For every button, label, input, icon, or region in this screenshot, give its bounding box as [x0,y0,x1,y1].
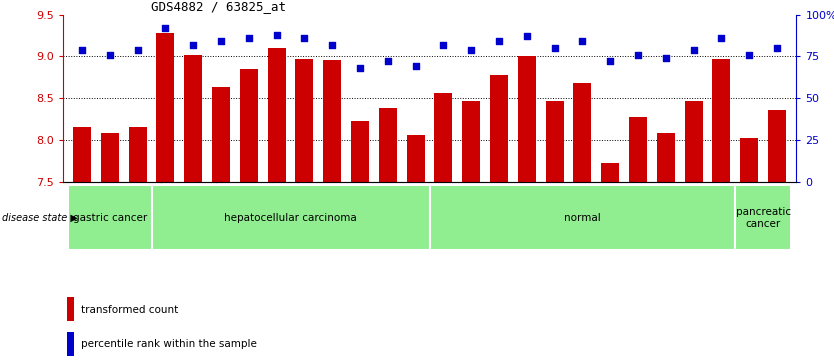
Text: GSM1200299: GSM1200299 [295,182,304,235]
Bar [741,138,758,182]
Point [771,45,784,51]
Point [409,64,422,69]
Text: GSM1200307: GSM1200307 [518,182,527,235]
Bar [685,101,702,182]
Text: GDS4882 / 63825_at: GDS4882 / 63825_at [151,0,285,13]
Text: GSM1200312: GSM1200312 [657,182,666,235]
Bar [67,332,74,356]
Text: GSM1200295: GSM1200295 [184,182,193,235]
Bar [324,61,341,182]
Text: GSM1200315: GSM1200315 [741,182,749,235]
Text: GSM1200298: GSM1200298 [268,182,277,235]
Point [575,38,589,44]
Point [742,52,756,57]
Bar [128,127,147,182]
Point [103,52,117,57]
Point [381,58,394,64]
Text: pancreatic
cancer: pancreatic cancer [736,207,791,229]
Point [214,38,228,44]
Bar [490,75,508,182]
Text: percentile rank within the sample: percentile rank within the sample [81,339,257,349]
Point [75,47,88,53]
Point [242,35,255,41]
Bar [736,185,791,250]
Bar [152,185,430,250]
Text: disease state ▶: disease state ▶ [2,213,78,223]
Text: GSM1200302: GSM1200302 [379,182,388,235]
Bar [240,69,258,182]
Text: GSM1200316: GSM1200316 [768,182,777,235]
Bar [212,87,230,182]
Text: GSM1200308: GSM1200308 [545,182,555,235]
Text: hepatocellular carcinoma: hepatocellular carcinoma [224,213,357,223]
Point [465,47,478,53]
Point [298,35,311,41]
Bar [545,101,564,182]
Text: GSM1200304: GSM1200304 [435,182,444,235]
Point [715,35,728,41]
Text: normal: normal [564,213,600,223]
Point [131,47,144,53]
Text: GSM1200300: GSM1200300 [324,182,332,235]
Point [325,42,339,48]
Point [659,55,672,61]
Bar [430,185,736,250]
Text: GSM1200296: GSM1200296 [212,182,221,235]
Bar [656,133,675,182]
Bar [295,59,314,182]
Text: GSM1200305: GSM1200305 [462,182,471,235]
Point [492,38,505,44]
Text: GSM1200310: GSM1200310 [601,182,610,235]
Bar [379,108,397,182]
Point [631,52,645,57]
Bar [101,133,118,182]
Bar [68,185,152,250]
Point [520,33,534,39]
Point [548,45,561,51]
Text: GSM1200291: GSM1200291 [73,182,82,235]
Text: transformed count: transformed count [81,305,178,315]
Point [437,42,450,48]
Text: GSM1200306: GSM1200306 [490,182,499,235]
Text: GSM1200297: GSM1200297 [240,182,249,235]
Bar [73,127,91,182]
Bar [768,110,786,182]
Bar [351,121,369,182]
Text: GSM1200303: GSM1200303 [407,182,415,235]
Bar [157,33,174,182]
Text: GSM1200313: GSM1200313 [685,182,694,235]
Text: gastric cancer: gastric cancer [73,213,147,223]
Bar [574,83,591,182]
Bar [712,59,731,182]
Bar [407,135,425,182]
Text: GSM1200314: GSM1200314 [712,182,721,235]
Point [187,42,200,48]
Bar [435,93,452,182]
Point [354,65,367,71]
Text: GSM1200294: GSM1200294 [157,182,165,235]
Text: GSM1200311: GSM1200311 [629,182,638,235]
Bar [184,54,202,182]
Text: GSM1200292: GSM1200292 [101,182,110,235]
Point [270,32,284,37]
Text: GSM1200309: GSM1200309 [574,182,582,235]
Bar [629,117,647,182]
Bar [67,297,74,322]
Point [604,58,617,64]
Bar [268,48,285,182]
Point [158,25,172,31]
Text: GSM1200301: GSM1200301 [351,182,360,235]
Text: GSM1200293: GSM1200293 [128,182,138,235]
Bar [601,163,619,182]
Point [687,47,701,53]
Bar [518,56,535,182]
Bar [462,101,480,182]
